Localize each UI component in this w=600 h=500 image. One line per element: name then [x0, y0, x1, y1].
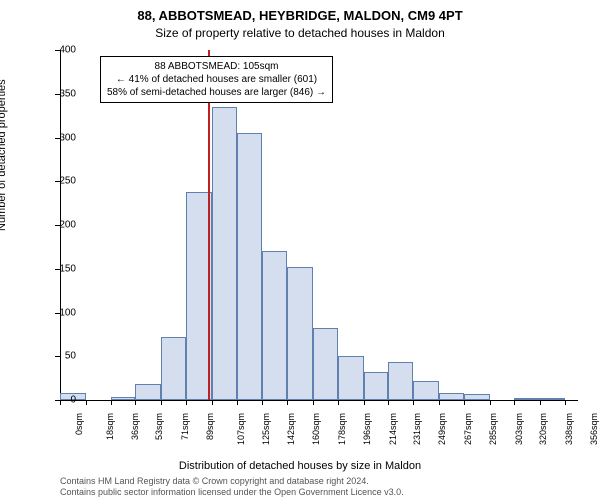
annotation-line-1: 88 ABBOTSMEAD: 105sqm [107, 60, 326, 73]
x-tick-label: 267sqm [463, 413, 473, 445]
x-tick-label: 71sqm [180, 413, 190, 440]
annotation-line-3: 58% of semi-detached houses are larger (… [107, 86, 326, 99]
x-tick-label: 285sqm [488, 413, 498, 445]
y-tick-label: 150 [46, 263, 76, 274]
chart-title-main: 88, ABBOTSMEAD, HEYBRIDGE, MALDON, CM9 4… [0, 8, 600, 23]
y-tick-label: 0 [46, 395, 76, 406]
x-tick-label: 338sqm [564, 413, 574, 445]
histogram-bar [135, 384, 161, 400]
annotation-box: 88 ABBOTSMEAD: 105sqm← 41% of detached h… [100, 56, 333, 103]
x-tick-label: 214sqm [388, 413, 398, 445]
x-tick-label: 125sqm [261, 413, 271, 445]
x-tick-label: 356sqm [589, 413, 599, 445]
histogram-bar [212, 107, 238, 400]
histogram-bar [540, 398, 566, 400]
x-tick-label: 231sqm [412, 413, 422, 445]
histogram-bar [161, 337, 187, 400]
histogram-bar [364, 372, 388, 400]
histogram-bar [413, 381, 439, 400]
x-tick-label: 142sqm [286, 413, 296, 445]
y-tick-label: 350 [46, 88, 76, 99]
x-tick-label: 53sqm [154, 413, 164, 440]
histogram-bar [338, 356, 364, 400]
y-axis-label: Number of detached properties [0, 79, 8, 231]
x-axis-label: Distribution of detached houses by size … [0, 460, 600, 472]
chart-container: 88, ABBOTSMEAD, HEYBRIDGE, MALDON, CM9 4… [0, 0, 600, 500]
histogram-bar [237, 133, 261, 400]
y-tick-label: 400 [46, 45, 76, 56]
y-tick-label: 300 [46, 132, 76, 143]
annotation-line-2: ← 41% of detached houses are smaller (60… [107, 73, 326, 86]
x-tick-label: 107sqm [236, 413, 246, 445]
x-tick-label: 89sqm [205, 413, 215, 440]
y-tick-label: 100 [46, 307, 76, 318]
footer-text: Contains HM Land Registry data © Crown c… [60, 476, 404, 498]
histogram-bar [388, 362, 414, 401]
x-tick-label: 36sqm [130, 413, 140, 440]
x-tick-label: 196sqm [362, 413, 372, 445]
x-tick-label: 160sqm [311, 413, 321, 445]
histogram-bar [313, 328, 339, 400]
x-tick-label: 320sqm [538, 413, 548, 445]
footer-line-2: Contains public sector information licen… [60, 487, 404, 498]
histogram-bar [262, 251, 288, 400]
x-tick-label: 18sqm [105, 413, 115, 440]
histogram-bar [111, 397, 135, 401]
x-tick-label: 249sqm [437, 413, 447, 445]
plot-area: 88 ABBOTSMEAD: 105sqm← 41% of detached h… [60, 50, 578, 400]
histogram-bar [287, 267, 313, 400]
histogram-bar [514, 398, 540, 400]
x-tick-label: 0sqm [74, 413, 84, 435]
y-tick-label: 250 [46, 176, 76, 187]
x-tick-label: 178sqm [337, 413, 347, 445]
y-tick-label: 50 [46, 351, 76, 362]
x-tick-label: 303sqm [514, 413, 524, 445]
chart-title-sub: Size of property relative to detached ho… [0, 26, 600, 40]
footer-line-1: Contains HM Land Registry data © Crown c… [60, 476, 404, 487]
y-tick-label: 200 [46, 220, 76, 231]
histogram-bar [464, 394, 490, 400]
histogram-bar [439, 393, 465, 400]
